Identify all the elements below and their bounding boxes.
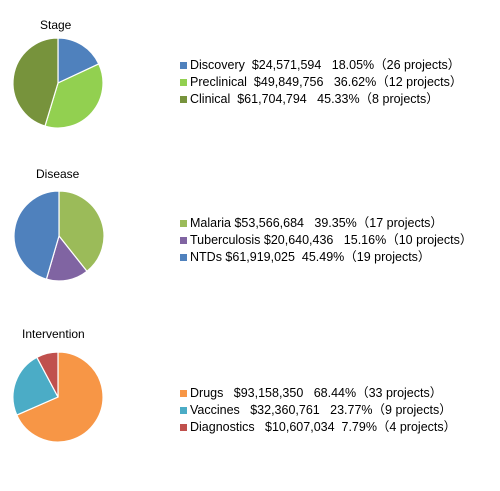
intervention-title: Intervention: [22, 327, 85, 341]
legend-swatch: [180, 390, 187, 397]
legend-label: Tuberculosis $20,640,436 15.16%（10 proje…: [190, 233, 473, 247]
legend-label: Discovery $24,571,594 18.05%（26 projects…: [190, 58, 461, 72]
pie-slice-vaccines: [12, 356, 59, 416]
legend-label: Drugs $93,158,350 68.44%（33 projects）: [190, 386, 443, 400]
pie-slice-ntds: [13, 190, 60, 280]
legend-item-preclinical: Preclinical $49,849,756 36.62%（12 projec…: [180, 74, 462, 91]
legend-item-discovery: Discovery $24,571,594 18.05%（26 projects…: [180, 57, 462, 74]
legend-swatch: [180, 220, 187, 227]
legend-label: NTDs $61,919,025 45.49%（19 projects）: [190, 250, 431, 264]
legend-swatch: [180, 237, 187, 244]
legend-label: Clinical $61,704,794 45.33%（8 projects）: [190, 92, 439, 106]
legend-item-diagnostics: Diagnostics $10,607,034 7.79%（4 projects…: [180, 419, 456, 436]
legend-swatch: [180, 62, 187, 69]
legend-item-malaria: Malaria $53,566,684 39.35%（17 projects）: [180, 215, 472, 232]
legend-swatch: [180, 424, 187, 431]
intervention-legend: Drugs $93,158,350 68.44%（33 projects） Vac…: [180, 385, 456, 436]
pie-slice-preclinical: [44, 63, 104, 129]
legend-label: Diagnostics $10,607,034 7.79%（4 projects…: [190, 420, 457, 434]
legend-item-drugs: Drugs $93,158,350 68.44%（33 projects）: [180, 385, 456, 402]
legend-swatch: [180, 254, 187, 261]
disease-title: Disease: [36, 167, 80, 181]
legend-swatch: [180, 407, 187, 414]
legend-swatch: [180, 79, 187, 86]
legend-label: Vaccines $32,360,761 23.77%（9 projects）: [190, 403, 452, 417]
pie-slice-clinical: [12, 37, 59, 127]
stage-pie: [12, 37, 104, 129]
pie-slice-drugs: [15, 351, 104, 443]
disease-legend: Malaria $53,566,684 39.35%（17 projects） T…: [180, 215, 472, 266]
legend-item-vaccines: Vaccines $32,360,761 23.77%（9 projects）: [180, 402, 456, 419]
legend-label: Malaria $53,566,684 39.35%（17 projects）: [190, 216, 443, 230]
stage-legend: Discovery $24,571,594 18.05%（26 projects…: [180, 57, 462, 108]
legend-label: Preclinical $49,849,756 36.62%（12 projec…: [190, 75, 463, 89]
disease-pie: [13, 190, 105, 282]
pie-slice-malaria: [58, 190, 105, 273]
pie-slice-diagnostics: [36, 351, 59, 398]
legend-item-ntds: NTDs $61,919,025 45.49%（19 projects）: [180, 249, 472, 266]
pie-slice-discovery: [57, 37, 100, 84]
intervention-pie: [12, 351, 104, 443]
legend-swatch: [180, 96, 187, 103]
legend-item-tuberculosis: Tuberculosis $20,640,436 15.16%（10 proje…: [180, 232, 472, 249]
legend-item-clinical: Clinical $61,704,794 45.33%（8 projects）: [180, 91, 462, 108]
stage-title: Stage: [40, 18, 72, 32]
